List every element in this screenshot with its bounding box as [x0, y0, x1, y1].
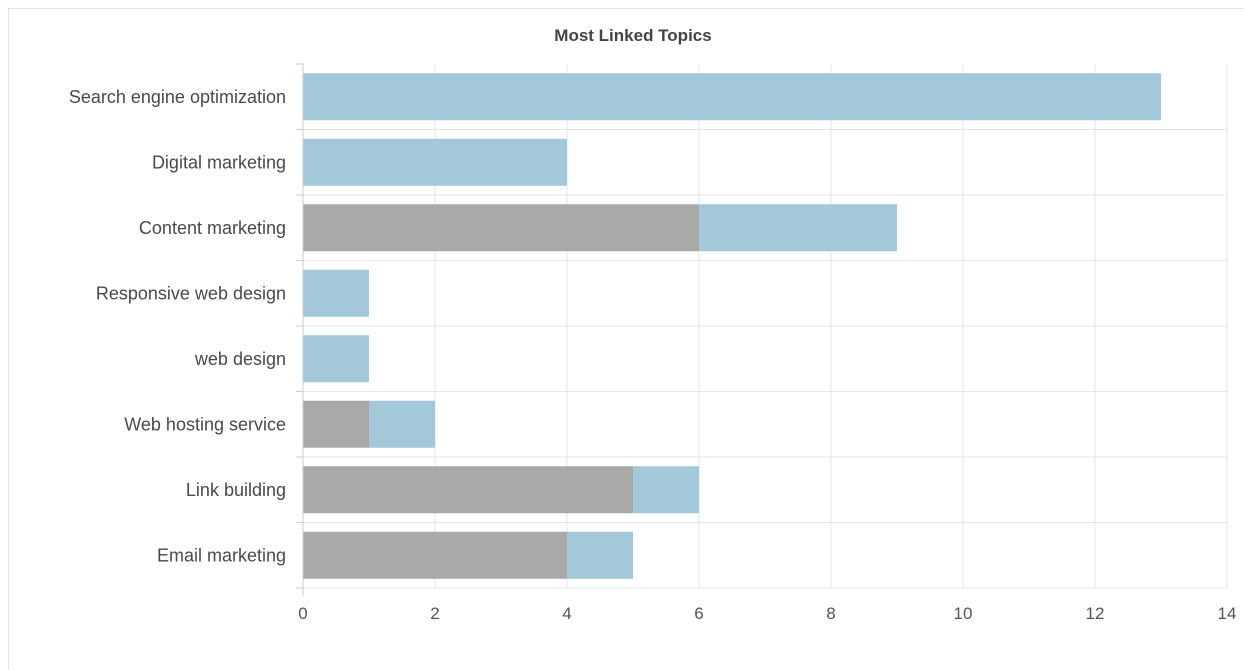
category-label: Web hosting service [124, 414, 286, 434]
x-tick-label: 0 [298, 604, 307, 623]
x-tick-label: 2 [430, 604, 439, 623]
bar-segment-series-2[interactable] [303, 269, 369, 317]
bar-segment-series-2[interactable] [303, 335, 369, 383]
bar-segment-series-2[interactable] [303, 73, 1161, 121]
bar-segment-series-2[interactable] [699, 204, 897, 252]
axis-layer: 0 2 4 6 8 10 12 14 Search engine optimization Dig… [69, 63, 1237, 623]
category-label: web design [194, 349, 286, 369]
category-label: Responsive web design [96, 283, 286, 303]
bar-segment-series-2[interactable] [369, 400, 435, 448]
grid-layer [303, 64, 1228, 589]
x-tick-label: 12 [1086, 604, 1105, 623]
category-label: Search engine optimization [69, 87, 286, 107]
category-label: Link building [186, 480, 286, 500]
bar-segment-series-1[interactable] [303, 400, 369, 448]
bar-segment-series-1[interactable] [303, 531, 567, 579]
bar-segment-series-1[interactable] [303, 466, 633, 514]
bar-segment-series-2[interactable] [567, 531, 633, 579]
x-tick-label: 6 [694, 604, 703, 623]
bar-layer [303, 73, 1161, 579]
x-tick-label: 8 [826, 604, 835, 623]
x-tick-label: 10 [954, 604, 973, 623]
bar-segment-series-2[interactable] [633, 466, 699, 514]
bar-segment-series-1[interactable] [303, 204, 699, 252]
x-tick-label: 14 [1218, 604, 1237, 623]
category-label: Content marketing [139, 218, 286, 238]
category-label: Email marketing [157, 545, 286, 565]
x-tick-label: 4 [562, 604, 571, 623]
chart-title: Most Linked Topics [554, 26, 711, 45]
category-label: Digital marketing [152, 152, 286, 172]
bar-segment-series-2[interactable] [303, 138, 567, 186]
